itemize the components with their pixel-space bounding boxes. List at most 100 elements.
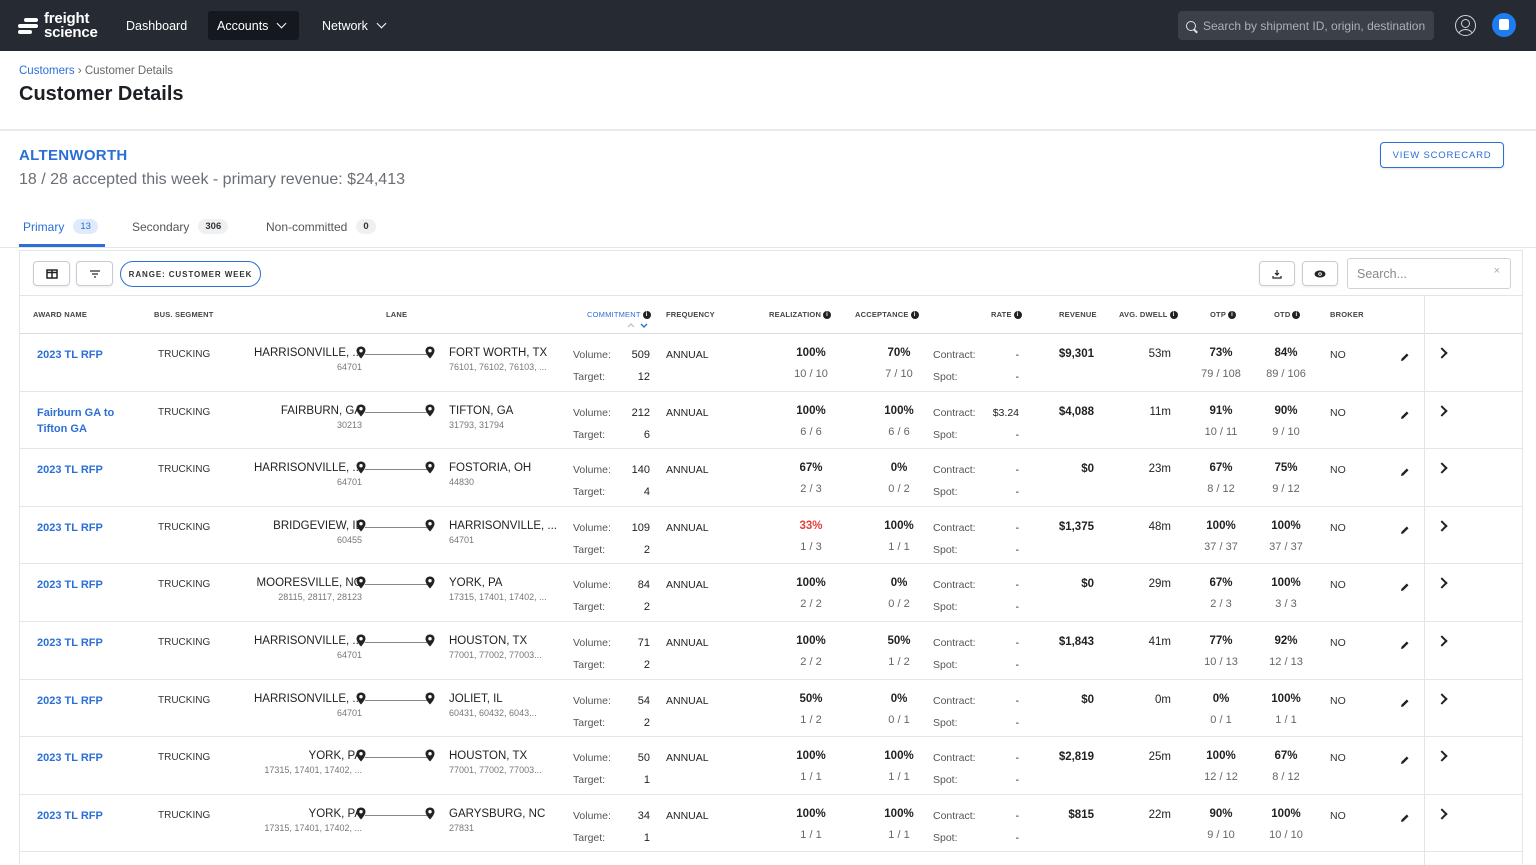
chevron-right-icon[interactable] <box>1436 808 1448 820</box>
contract-rate: - <box>1015 752 1020 765</box>
tab-secondary[interactable]: Secondary 306 <box>132 219 229 234</box>
nav-network[interactable]: Network <box>313 11 394 40</box>
col-realization[interactable]: REALIZATION i <box>769 310 832 319</box>
volume-value: 509 <box>631 349 650 361</box>
table-row[interactable]: 2023 TL RFP TRUCKING HARRISONVILLE, ... 647… <box>20 680 1522 738</box>
origin-pin-icon <box>356 576 366 589</box>
award-name-link[interactable]: 2023 TL RFP <box>37 521 103 534</box>
filter-button[interactable] <box>76 261 113 286</box>
col-rate[interactable]: RATE i <box>991 310 1022 319</box>
edit-pencil-icon[interactable] <box>1400 755 1410 765</box>
edit-pencil-icon[interactable] <box>1400 813 1410 823</box>
visibility-button[interactable] <box>1302 261 1338 286</box>
contract-label: Contract: <box>933 349 976 361</box>
acceptance-percent: 50% <box>887 635 911 647</box>
col-acceptance[interactable]: ACCEPTANCE i <box>855 310 919 319</box>
chevron-right-icon[interactable] <box>1436 404 1448 417</box>
edit-pencil-icon[interactable] <box>1400 352 1410 362</box>
info-icon: i <box>1292 310 1301 319</box>
contract-label: Contract: <box>933 521 976 534</box>
target-value: 1 <box>643 831 650 844</box>
global-search-input[interactable]: Search by shipment ID, origin, destinati… <box>1178 11 1434 40</box>
award-name-link[interactable]: 2023 TL RFP <box>37 752 103 765</box>
freight-science-logo[interactable]: freight science <box>18 10 98 40</box>
frequency: ANNUAL <box>666 349 709 361</box>
chevron-right-icon[interactable] <box>1436 577 1448 590</box>
logo-text-line1: freight <box>44 10 90 27</box>
origin-zip: 64701 <box>336 707 362 718</box>
table-row[interactable]: 2023 TL RFP TRUCKING YORK, PA 17315, 17401,… <box>20 737 1522 795</box>
range-selector-button[interactable]: RANGE: CUSTOMER WEEK <box>120 261 261 287</box>
col-award-name[interactable]: AWARD NAME <box>33 310 88 319</box>
contract-rate: - <box>1015 694 1020 707</box>
award-name-link[interactable]: 2023 TL RFP <box>37 694 103 707</box>
chat-support-icon[interactable] <box>1492 13 1516 37</box>
col-bus-segment[interactable]: BUS. SEGMENT <box>154 310 214 319</box>
breadcrumb-customers-link[interactable]: Customers <box>19 65 75 77</box>
contract-rate: $3.24 <box>992 406 1019 419</box>
edit-pencil-icon[interactable] <box>1400 525 1410 535</box>
chevron-right-icon[interactable] <box>1436 347 1448 359</box>
columns-toggle-button[interactable] <box>33 261 70 286</box>
broker-value: NO <box>1330 406 1346 419</box>
chevron-right-icon[interactable] <box>1436 520 1448 532</box>
col-revenue[interactable]: REVENUE <box>1059 310 1097 319</box>
nav-dashboard[interactable]: Dashboard <box>117 11 196 40</box>
edit-pencil-icon[interactable] <box>1400 467 1410 477</box>
chevron-right-icon[interactable] <box>1436 635 1448 647</box>
otd-percent: 100% <box>1271 577 1301 590</box>
table-row[interactable]: Fairburn GA to Tifton GA TRUCKING FAIRBURN… <box>20 392 1522 450</box>
revenue-value: $815 <box>1068 808 1094 821</box>
table-row[interactable]: 2023 TL RFP TRUCKING HARRISONVILLE, ... 647… <box>20 334 1522 392</box>
nav-accounts[interactable]: Accounts <box>208 11 299 40</box>
col-lane[interactable]: LANE <box>386 310 408 319</box>
edit-pencil-icon[interactable] <box>1400 640 1410 650</box>
table-row[interactable]: 2023 TL RFP TRUCKING HARRISONVILLE, ... 647… <box>20 622 1522 680</box>
edit-pencil-icon[interactable] <box>1400 698 1410 708</box>
contract-label: Contract: <box>933 637 976 649</box>
col-commitment[interactable]: COMMITMENT i <box>587 310 651 319</box>
search-icon <box>1186 20 1196 31</box>
edit-pencil-icon[interactable] <box>1400 582 1410 592</box>
tab-primary[interactable]: Primary 13 <box>23 219 98 234</box>
clear-search-icon[interactable]: × <box>1493 265 1500 277</box>
award-name-link[interactable]: 2023 TL RFP <box>37 349 103 361</box>
destination-city: HOUSTON, TX <box>449 750 528 763</box>
edit-pencil-icon[interactable] <box>1400 410 1410 420</box>
contract-rate: - <box>1015 521 1020 534</box>
origin-pin-icon <box>356 692 366 705</box>
download-button[interactable] <box>1259 261 1295 286</box>
origin-zip: 17315, 17401, 17402, ... <box>264 822 362 833</box>
chevron-right-icon[interactable] <box>1436 462 1448 474</box>
otp-percent: 67% <box>1209 462 1233 475</box>
destination-pin-icon <box>425 346 435 359</box>
table-search-input[interactable]: Search... × <box>1347 258 1511 289</box>
user-profile-icon[interactable] <box>1455 15 1476 36</box>
table-row[interactable]: 2023 TL RFP TRUCKING MOORESVILLE, NC 28115,… <box>20 564 1522 622</box>
award-name-link[interactable]: 2023 TL RFP <box>37 579 103 592</box>
col-broker[interactable]: BROKER <box>1330 310 1364 319</box>
tab-non-committed[interactable]: Non-committed 0 <box>266 219 376 234</box>
col-otp[interactable]: OTP i <box>1210 310 1237 319</box>
target-label: Target: <box>573 659 606 671</box>
award-name-link[interactable]: 2023 TL RFP <box>37 464 103 477</box>
table-row[interactable]: 2023 TL RFP TRUCKING YORK, PA 17315, 17401,… <box>20 795 1522 853</box>
table-row[interactable]: 2023 TL RFP TRUCKING HARRISONVILLE, ... 647… <box>20 449 1522 507</box>
award-name-link[interactable]: 2023 TL RFP <box>37 637 103 649</box>
col-avg-dwell[interactable]: AVG. DWELL i <box>1119 310 1178 319</box>
col-otd[interactable]: OTD i <box>1274 310 1301 319</box>
award-name-link[interactable]: 2023 TL RFP <box>37 809 103 822</box>
chevron-right-icon[interactable] <box>1436 750 1448 762</box>
spot-rate: - <box>1015 716 1020 729</box>
table-row[interactable]: 2023 TL RFP TRUCKING BRIDGEVIEW, IL 60455 HA… <box>20 507 1522 565</box>
contract-rate: - <box>1015 464 1020 477</box>
award-name-link[interactable]: Fairburn GA to Tifton GA <box>37 406 115 435</box>
lane-connector <box>365 526 429 528</box>
target-value: 6 <box>643 428 650 441</box>
otd-percent: 67% <box>1274 750 1298 763</box>
broker-value: NO <box>1330 752 1346 765</box>
view-scorecard-button[interactable]: VIEW SCORECARD <box>1380 142 1504 168</box>
sort-arrows-icon[interactable] <box>627 321 649 329</box>
chevron-right-icon[interactable] <box>1436 692 1448 705</box>
col-frequency[interactable]: FREQUENCY <box>666 310 715 319</box>
